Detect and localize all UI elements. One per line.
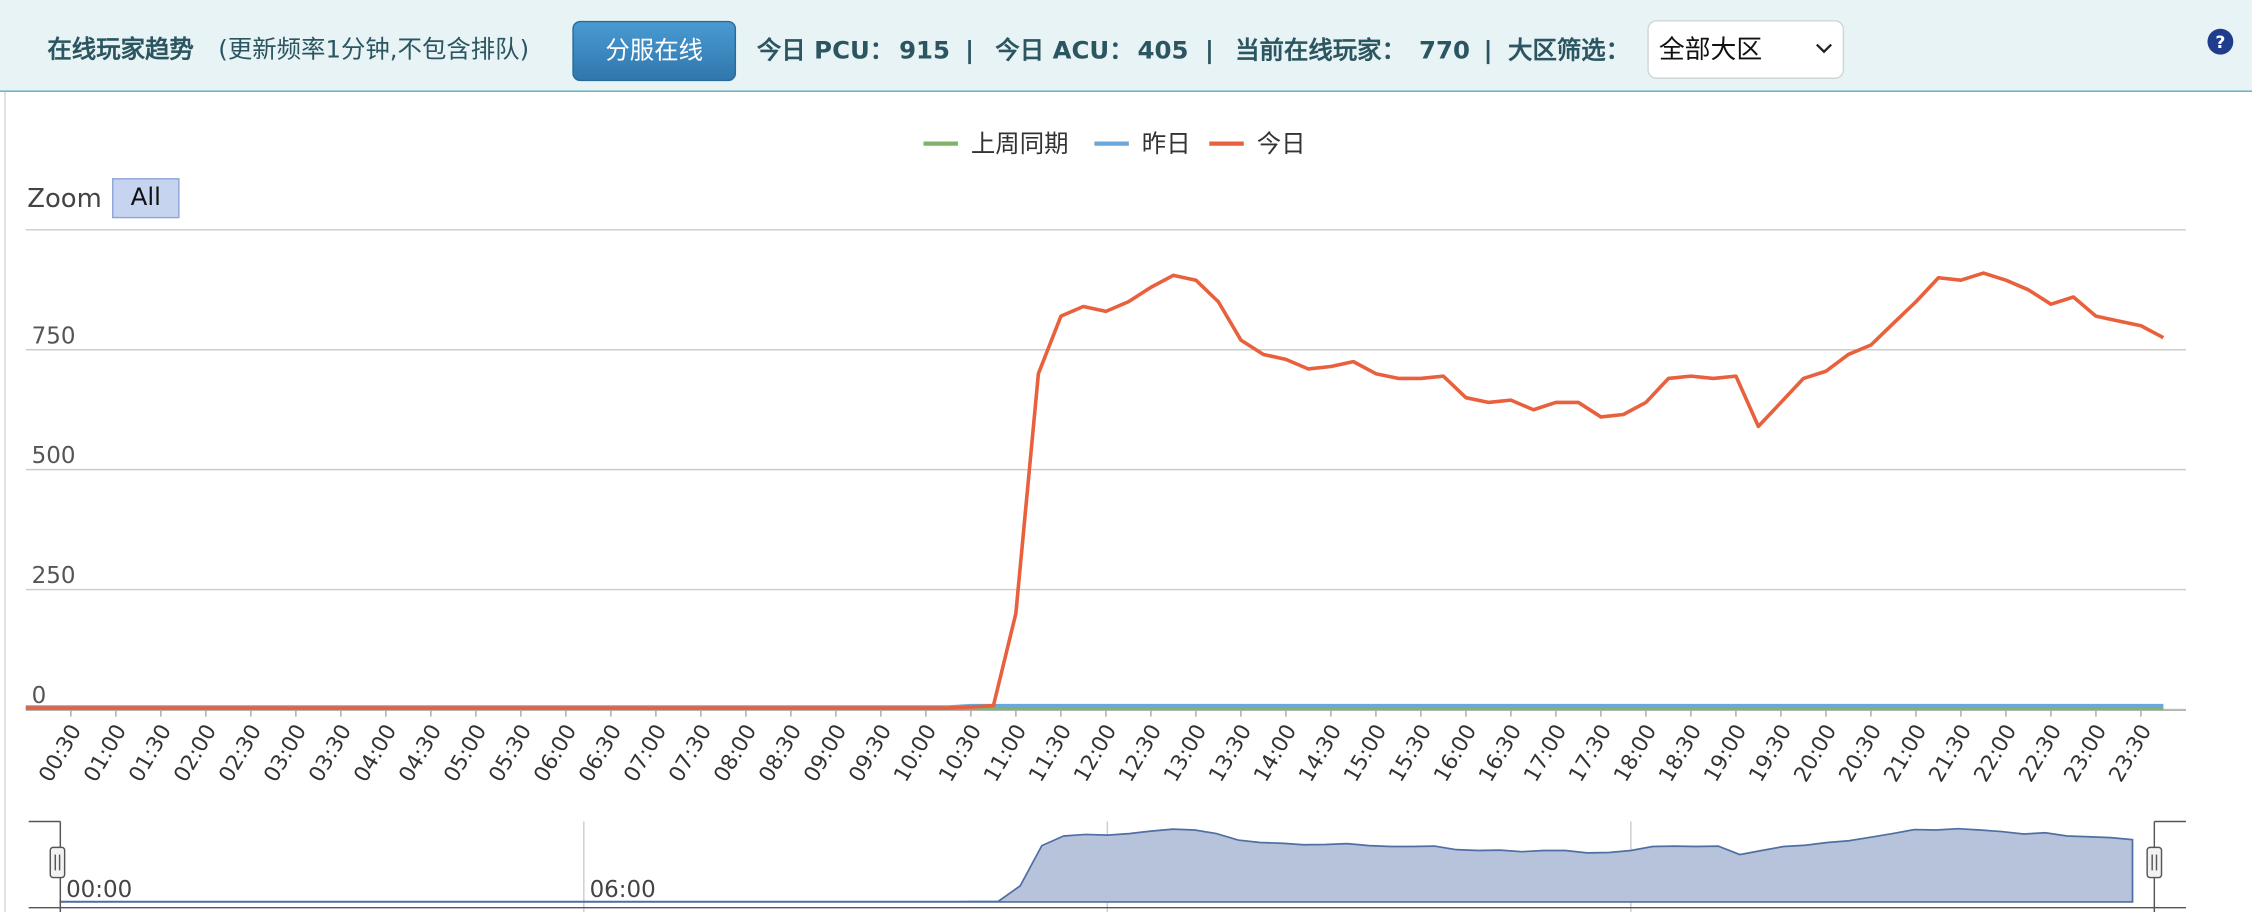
y-tick-label: 500	[32, 443, 76, 469]
x-tick-label: 03:30	[304, 720, 357, 786]
stat-value: 915	[899, 36, 950, 65]
x-tick-label: 06:30	[574, 720, 627, 786]
x-tick-label: 23:30	[2104, 720, 2157, 786]
zoom-all-label[interactable]: All	[131, 182, 161, 211]
x-tick-label: 04:30	[394, 720, 447, 786]
x-tick-label: 02:00	[169, 720, 222, 786]
zoom-label: Zoom	[27, 184, 102, 214]
x-tick-label: 18:30	[1654, 720, 1707, 786]
header-bar	[0, 0, 2252, 91]
x-tick-label: 15:30	[1384, 720, 1437, 786]
x-tick-label: 18:00	[1609, 720, 1662, 786]
panel-subtitle: (更新频率1分钟,不包含排队)	[218, 34, 529, 63]
x-tick-label: 17:00	[1519, 720, 1572, 786]
help-text[interactable]: ?	[2215, 33, 2225, 53]
filter-label: 大区筛选：	[1508, 36, 1630, 65]
x-tick-label: 09:30	[844, 720, 897, 786]
x-tick-label: 13:00	[1159, 720, 1212, 786]
x-tick-label: 02:30	[214, 720, 267, 786]
region-select[interactable]	[1647, 20, 1845, 79]
stat-label: 今日 PCU：	[757, 36, 894, 65]
x-tick-label: 20:00	[1789, 720, 1842, 786]
select-value[interactable]: 全部大区	[1659, 35, 1762, 65]
x-tick-label: 21:30	[1924, 720, 1977, 786]
x-tick-label: 10:00	[889, 720, 942, 786]
x-tick-label: 07:00	[619, 720, 672, 786]
y-tick-label: 750	[32, 323, 76, 349]
navigator-label: 06:00	[590, 877, 656, 903]
x-tick-label: 14:30	[1294, 720, 1347, 786]
legend-label: 今日	[1257, 129, 1306, 158]
x-tick-label: 00:30	[34, 720, 87, 786]
stat-value: 405	[1137, 36, 1188, 65]
button-label[interactable]: 分服在线	[605, 36, 703, 65]
navigator-label: 00:00	[66, 877, 132, 903]
navigator-handle[interactable]	[49, 846, 66, 879]
stat-label: 今日 ACU：	[995, 36, 1133, 65]
x-tick-label: 11:00	[979, 720, 1032, 786]
x-tick-label: 07:30	[664, 720, 717, 786]
x-tick-label: 17:30	[1564, 720, 1617, 786]
x-tick-label: 10:30	[934, 720, 987, 786]
separator: |	[1484, 36, 1493, 65]
separator: |	[965, 36, 974, 65]
x-tick-label: 16:00	[1429, 720, 1482, 786]
x-tick-label: 14:00	[1249, 720, 1302, 786]
x-tick-label: 05:00	[439, 720, 492, 786]
separator: |	[1205, 36, 1214, 65]
x-tick-label: 12:30	[1114, 720, 1167, 786]
x-tick-label: 08:00	[709, 720, 762, 786]
server-online-button[interactable]	[572, 20, 737, 82]
x-tick-label: 13:30	[1204, 720, 1257, 786]
x-tick-label: 12:00	[1069, 720, 1122, 786]
x-tick-label: 21:00	[1879, 720, 1932, 786]
legend-label: 昨日	[1142, 129, 1191, 158]
select-chevron	[1816, 43, 1832, 54]
x-tick-label: 01:30	[124, 720, 177, 786]
legend-label: 上周同期	[971, 129, 1069, 158]
x-tick-label: 15:00	[1339, 720, 1392, 786]
x-tick-label: 22:30	[2014, 720, 2067, 786]
x-tick-label: 19:30	[1744, 720, 1797, 786]
x-tick-label: 20:30	[1834, 720, 1887, 786]
x-tick-label: 11:30	[1024, 720, 1077, 786]
stat-value: 770	[1419, 36, 1470, 65]
stats: 今日 PCU： 915 | 今日 ACU： 405 | 当前在线玩家： 770 | 大…	[757, 36, 1630, 65]
x-tick-label: 03:00	[259, 720, 312, 786]
x-tick-label: 08:30	[754, 720, 807, 786]
help-icon[interactable]	[2207, 28, 2234, 55]
y-tick-label: 250	[32, 563, 76, 589]
panel-title: 在线玩家趋势	[47, 34, 193, 63]
x-tick-label: 06:00	[529, 720, 582, 786]
x-tick-label: 01:00	[79, 720, 132, 786]
zoom-all-button[interactable]	[112, 178, 180, 219]
y-tick-label: 0	[32, 683, 47, 709]
navigator-area	[59, 827, 2134, 903]
stat-label: 当前在线玩家：	[1235, 36, 1406, 65]
x-tick-label: 23:00	[2059, 720, 2112, 786]
x-tick-label: 09:00	[799, 720, 852, 786]
x-tick-label: 22:00	[1969, 720, 2022, 786]
x-tick-label: 05:30	[484, 720, 537, 786]
x-tick-label: 16:30	[1474, 720, 1527, 786]
x-tick-label: 19:00	[1699, 720, 1752, 786]
navigator-handle[interactable]	[2146, 846, 2163, 879]
x-tick-label: 04:00	[349, 720, 402, 786]
series-line	[25, 271, 2165, 710]
